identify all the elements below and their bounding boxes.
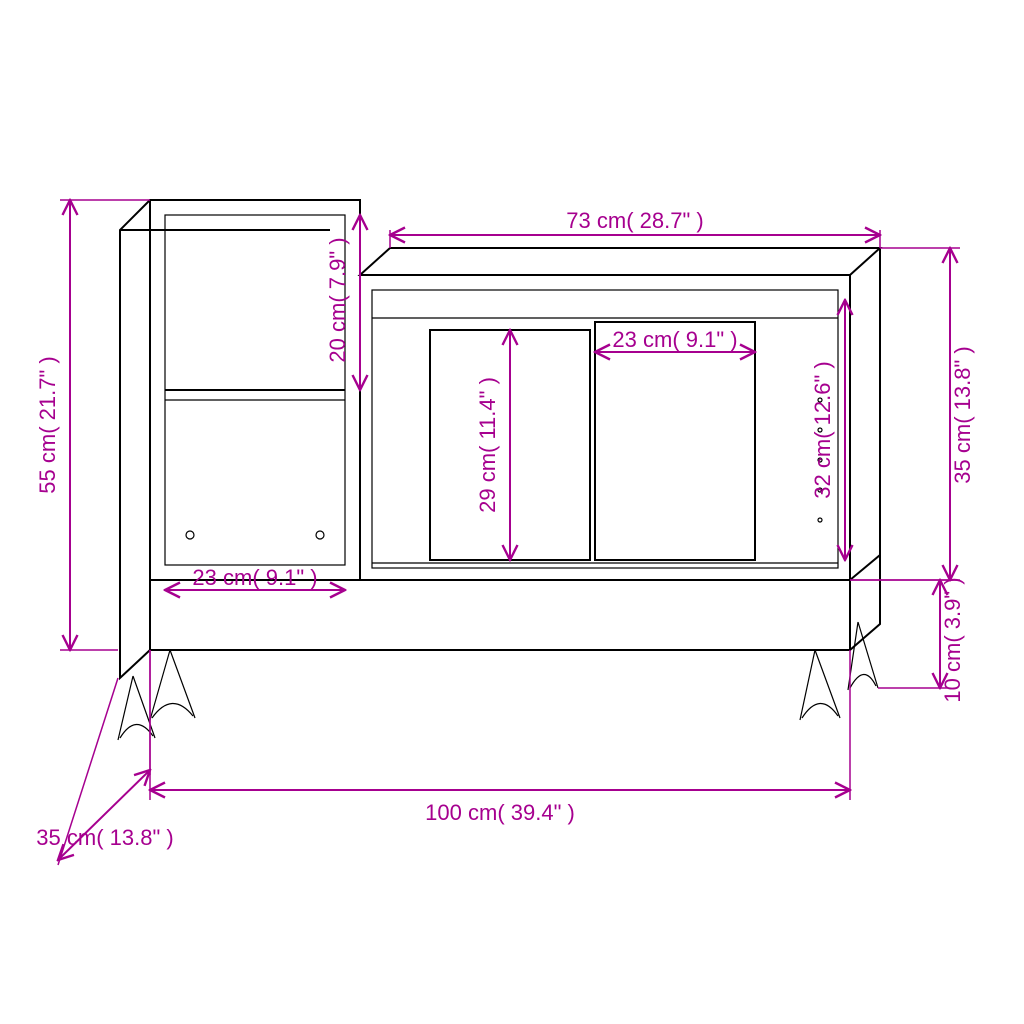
legs <box>118 622 878 740</box>
hole <box>316 531 324 539</box>
tower-iso-edge <box>120 200 330 608</box>
dimension-drawing: 55 cm( 21.7" ) 35 cm( 13.8" ) 100 cm( 39.4… <box>0 0 1024 1024</box>
dim-label-shelf_height: 20 cm( 7.9" ) <box>325 237 350 362</box>
hole <box>186 531 194 539</box>
dim-label-height_total: 55 cm( 21.7" ) <box>35 356 60 493</box>
right-inner <box>372 290 838 568</box>
dim-label-width_total: 100 cm( 39.4" ) <box>425 800 575 825</box>
dim-label-shelf_width: 23 cm( 9.1" ) <box>192 565 317 590</box>
pinhole <box>818 518 822 522</box>
dim-label-door_width: 23 cm( 9.1" ) <box>612 327 737 352</box>
door-right <box>595 322 755 560</box>
dim-label-inner_height: 32 cm( 12.6" ) <box>810 361 835 498</box>
dim-label-top_width: 73 cm( 28.7" ) <box>566 208 703 233</box>
dim-label-depth: 35 cm( 13.8" ) <box>36 825 173 850</box>
dim-label-door_height: 29 cm( 11.4" ) <box>475 377 500 513</box>
dim-label-right_upper: 35 cm( 13.8" ) <box>950 346 975 483</box>
dim-label-leg_height: 10 cm( 3.9" ) <box>940 577 965 702</box>
right-top-iso <box>360 248 880 275</box>
base-iso-front-left <box>120 650 150 678</box>
right-iso-side <box>850 248 880 580</box>
right-front <box>360 275 850 580</box>
